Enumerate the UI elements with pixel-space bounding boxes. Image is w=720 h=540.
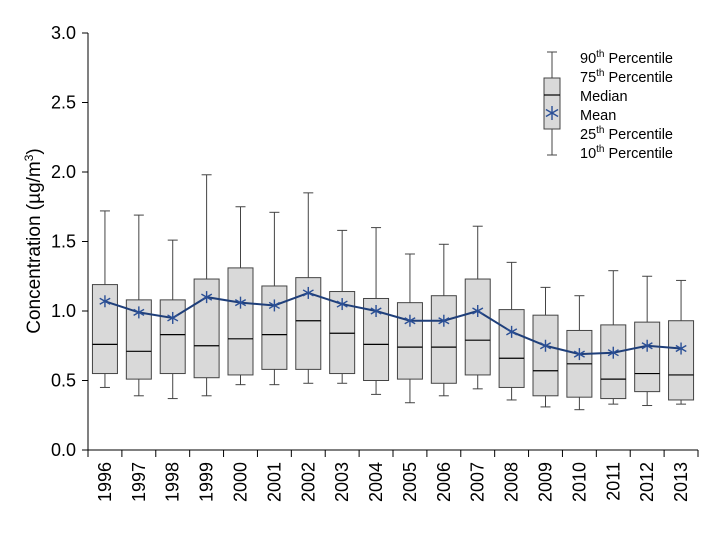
- box-2001: [261, 211, 288, 386]
- legend-label: Mean: [580, 108, 616, 124]
- x-tick-label: 2000: [231, 462, 251, 502]
- y-tick-label: 0.5: [51, 371, 76, 391]
- x-tick-label: 2007: [468, 462, 488, 502]
- box-iqr: [227, 267, 254, 376]
- x-tick-label: 2013: [671, 462, 691, 502]
- box-2012: [634, 275, 661, 407]
- x-tick-label: 1999: [197, 462, 217, 502]
- box-iqr: [261, 285, 288, 370]
- mean-marker: [133, 306, 145, 319]
- box-1997: [125, 214, 152, 397]
- box-1999: [193, 174, 220, 397]
- y-axis-ticks: 0.0 0.5 1.0 1.5 2.0 2.5 3.0: [51, 23, 88, 460]
- box-iqr: [159, 299, 186, 375]
- y-tick-label: 1.5: [51, 232, 76, 252]
- x-tick-label: 2012: [637, 462, 657, 502]
- box-iqr: [532, 314, 559, 397]
- legend-mean-marker: [545, 106, 559, 120]
- x-tick-label: 2008: [502, 462, 522, 502]
- x-tick-label: 2004: [366, 462, 386, 502]
- x-tick-label: 2002: [298, 462, 318, 502]
- y-tick-label: 1.0: [51, 301, 76, 321]
- mean-line: [104, 291, 682, 356]
- mean-marker: [506, 325, 518, 338]
- box-2006: [430, 243, 457, 397]
- x-tick-label: 2010: [569, 462, 589, 502]
- box-iqr: [634, 321, 661, 393]
- box-2009: [532, 286, 559, 408]
- box-series: [91, 174, 695, 411]
- mean-marker: [201, 291, 213, 304]
- y-tick-label: 0.0: [51, 440, 76, 460]
- mean-marker: [336, 298, 348, 311]
- y-axis-label: Concentration (µg/m3): [22, 148, 45, 334]
- box-2010: [566, 295, 593, 411]
- legend-label: 25th Percentile: [580, 125, 673, 143]
- x-tick-label: 2011: [603, 462, 623, 501]
- y-tick-label: 3.0: [51, 23, 76, 43]
- y-tick-label: 2.0: [51, 162, 76, 182]
- box-2008: [498, 261, 525, 401]
- mean-marker: [99, 295, 111, 308]
- mean-marker: [302, 286, 314, 299]
- legend-label: Median: [580, 89, 628, 105]
- x-tick-label: 1996: [95, 462, 115, 502]
- x-axis-ticks: 1996 1997 1998 1999 2000 2001 2002 2003 2004 2005…: [87, 450, 699, 502]
- x-tick-label: 2006: [434, 462, 454, 502]
- box-2007: [464, 225, 491, 390]
- mean-marker: [607, 346, 619, 359]
- mean-marker: [573, 348, 585, 361]
- x-tick-label: 1998: [163, 462, 183, 502]
- x-tick-label: 2009: [536, 462, 556, 502]
- box-2013: [668, 279, 695, 405]
- legend-box: [543, 77, 561, 130]
- mean-marker: [404, 314, 416, 327]
- x-tick-label: 1997: [129, 462, 149, 502]
- legend-label: 90th Percentile: [580, 49, 673, 67]
- mean-marker: [539, 339, 552, 352]
- mean-marker: [675, 342, 687, 355]
- mean-marker: [472, 305, 484, 317]
- box-iqr: [430, 295, 457, 384]
- box-iqr: [600, 324, 627, 400]
- mean-marker: [268, 299, 280, 312]
- y-tick-label: 2.5: [51, 93, 76, 113]
- mean-marker: [167, 311, 179, 324]
- mean-marker: [641, 339, 653, 352]
- mean-series: [99, 286, 687, 361]
- mean-marker: [438, 314, 450, 327]
- x-tick-label: 2001: [264, 462, 284, 502]
- box-2000: [227, 206, 254, 386]
- mean-marker: [370, 305, 382, 317]
- box-iqr: [464, 278, 491, 376]
- box-2005: [396, 253, 423, 404]
- box-iqr: [668, 320, 695, 401]
- x-tick-label: 2003: [332, 462, 352, 502]
- legend-label: 75th Percentile: [580, 68, 673, 86]
- mean-marker: [234, 296, 247, 309]
- x-tick-label: 2005: [400, 462, 420, 502]
- box-2011: [600, 270, 627, 405]
- box-iqr: [396, 302, 423, 380]
- box-iqr: [498, 309, 525, 388]
- legend-label: 10th Percentile: [580, 144, 673, 162]
